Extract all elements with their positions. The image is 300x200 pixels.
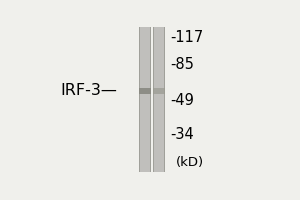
- Text: -49: -49: [170, 93, 194, 108]
- Text: -85: -85: [170, 57, 194, 72]
- Bar: [150, 27, 152, 172]
- Text: IRF-3—: IRF-3—: [60, 83, 117, 98]
- Text: (kD): (kD): [176, 156, 204, 169]
- Bar: [139, 27, 140, 172]
- Bar: [153, 27, 154, 172]
- Text: -34: -34: [170, 127, 194, 142]
- Bar: [164, 27, 165, 172]
- Bar: [153, 27, 165, 172]
- Bar: [152, 27, 153, 172]
- Text: -117: -117: [170, 30, 203, 45]
- Bar: [139, 88, 152, 94]
- Bar: [139, 27, 152, 172]
- Bar: [153, 88, 165, 94]
